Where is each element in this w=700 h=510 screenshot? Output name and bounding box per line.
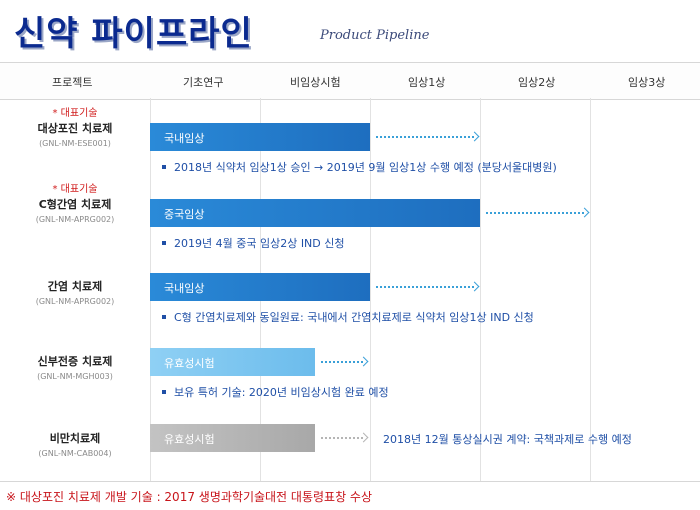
footer-text: ※ 대상포진 치료제 개발 기술 : 2017 생명과학기술대전 대통령표창 수… [6, 490, 373, 504]
project-note: 보유 특허 기술: 2020년 비임상시험 완료 예정 [162, 384, 389, 400]
bullet-icon [162, 241, 166, 245]
project-label-hepatitis-c: * 대표기술 C형간염 치료제 (GNL-NM-APRG002) [0, 180, 150, 224]
note-text: 2019년 4월 중국 임상2상 IND 신청 [174, 237, 345, 250]
page-subtitle: Product Pipeline [320, 28, 430, 43]
dotted-line [486, 212, 584, 216]
project-code: (GNL-NM-APRG002) [35, 297, 115, 306]
column-header-project: 프로젝트 [52, 76, 93, 89]
note-text: 2018년 식약처 임상1상 승인 → 2019년 9월 임상1상 수행 예정 … [174, 161, 557, 174]
flagship-tag [0, 262, 150, 276]
project-note: 2018년 식약처 임상1상 승인 → 2019년 9월 임상1상 수행 예정 … [162, 159, 557, 175]
project-code: (GNL-NM-MGH003) [37, 372, 113, 381]
footer-award-note: ※ 대상포진 치료제 개발 기술 : 2017 생명과학기술대전 대통령표창 수… [0, 481, 700, 510]
bullet-icon [162, 315, 166, 319]
dotted-line [321, 437, 363, 441]
column-header-preclinical: 비임상시험 [290, 76, 341, 89]
dotted-line [321, 361, 363, 365]
grid-line [590, 98, 591, 481]
bullet-icon [162, 390, 166, 394]
project-note: 2018년 12월 통상실시권 계약: 국책과제로 수행 예정 [383, 431, 632, 447]
bar-label: 중국임상 [164, 208, 205, 221]
dotted-line [376, 286, 474, 290]
progress-bar: 국내임상 [150, 123, 370, 151]
progress-bar: 유효성시험 [150, 424, 315, 452]
bar-label: 유효성시험 [164, 433, 215, 446]
project-name: 비만치료제 [49, 432, 101, 445]
bar-label: 국내임상 [164, 132, 205, 145]
flagship-tag: * 대표기술 [52, 184, 98, 195]
column-header-basic-research: 기초연구 [183, 76, 224, 89]
note-text: C형 간염치료제와 동일원료: 국내에서 간염치료제로 식약처 임상1상 IND… [174, 311, 534, 324]
flagship-tag [0, 337, 150, 351]
bar-label: 국내임상 [164, 282, 205, 295]
project-name: 신부전증 치료제 [37, 355, 113, 368]
project-label-kidney-failure: 신부전증 치료제 (GNL-NM-MGH003) [0, 337, 150, 381]
project-note: 2019년 4월 중국 임상2상 IND 신청 [162, 235, 345, 251]
project-name: 간염 치료제 [47, 280, 103, 293]
dotted-line [376, 136, 474, 140]
grid-line [480, 98, 481, 481]
flagship-tag: * 대표기술 [52, 108, 98, 119]
column-header-row: 프로젝트 기초연구 비임상시험 임상1상 임상2상 임상3상 [0, 62, 700, 100]
note-text: 보유 특허 기술: 2020년 비임상시험 완료 예정 [174, 386, 389, 399]
bar-label: 유효성시험 [164, 357, 215, 370]
project-label-shingles: * 대표기술 대상포진 치료제 (GNL-NM-ESE001) [0, 104, 150, 148]
progress-bar: 국내임상 [150, 273, 370, 301]
progress-bar: 중국임상 [150, 199, 480, 227]
project-note: C형 간염치료제와 동일원료: 국내에서 간염치료제로 식약처 임상1상 IND… [162, 309, 534, 325]
project-label-hepatitis: 간염 치료제 (GNL-NM-APRG002) [0, 262, 150, 306]
column-header-phase3: 임상3상 [628, 76, 666, 89]
bullet-icon [162, 165, 166, 169]
project-code: (GNL-NM-APRG002) [35, 215, 115, 224]
grid-line [370, 98, 371, 481]
project-label-obesity: 비만치료제 (GNL-NM-CAB004) [0, 414, 150, 458]
column-header-phase2: 임상2상 [518, 76, 556, 89]
project-name: 대상포진 치료제 [37, 122, 113, 135]
flagship-tag [0, 414, 150, 428]
column-header-phase1: 임상1상 [408, 76, 446, 89]
progress-bar: 유효성시험 [150, 348, 315, 376]
note-text: 2018년 12월 통상실시권 계약: 국책과제로 수행 예정 [383, 433, 632, 446]
project-code: (GNL-NM-CAB004) [38, 449, 112, 458]
page-header: 신약 파이프라인 Product Pipeline [0, 0, 700, 62]
page-title: 신약 파이프라인 [14, 14, 253, 54]
project-name: C형간염 치료제 [38, 198, 112, 211]
project-code: (GNL-NM-ESE001) [39, 139, 111, 148]
